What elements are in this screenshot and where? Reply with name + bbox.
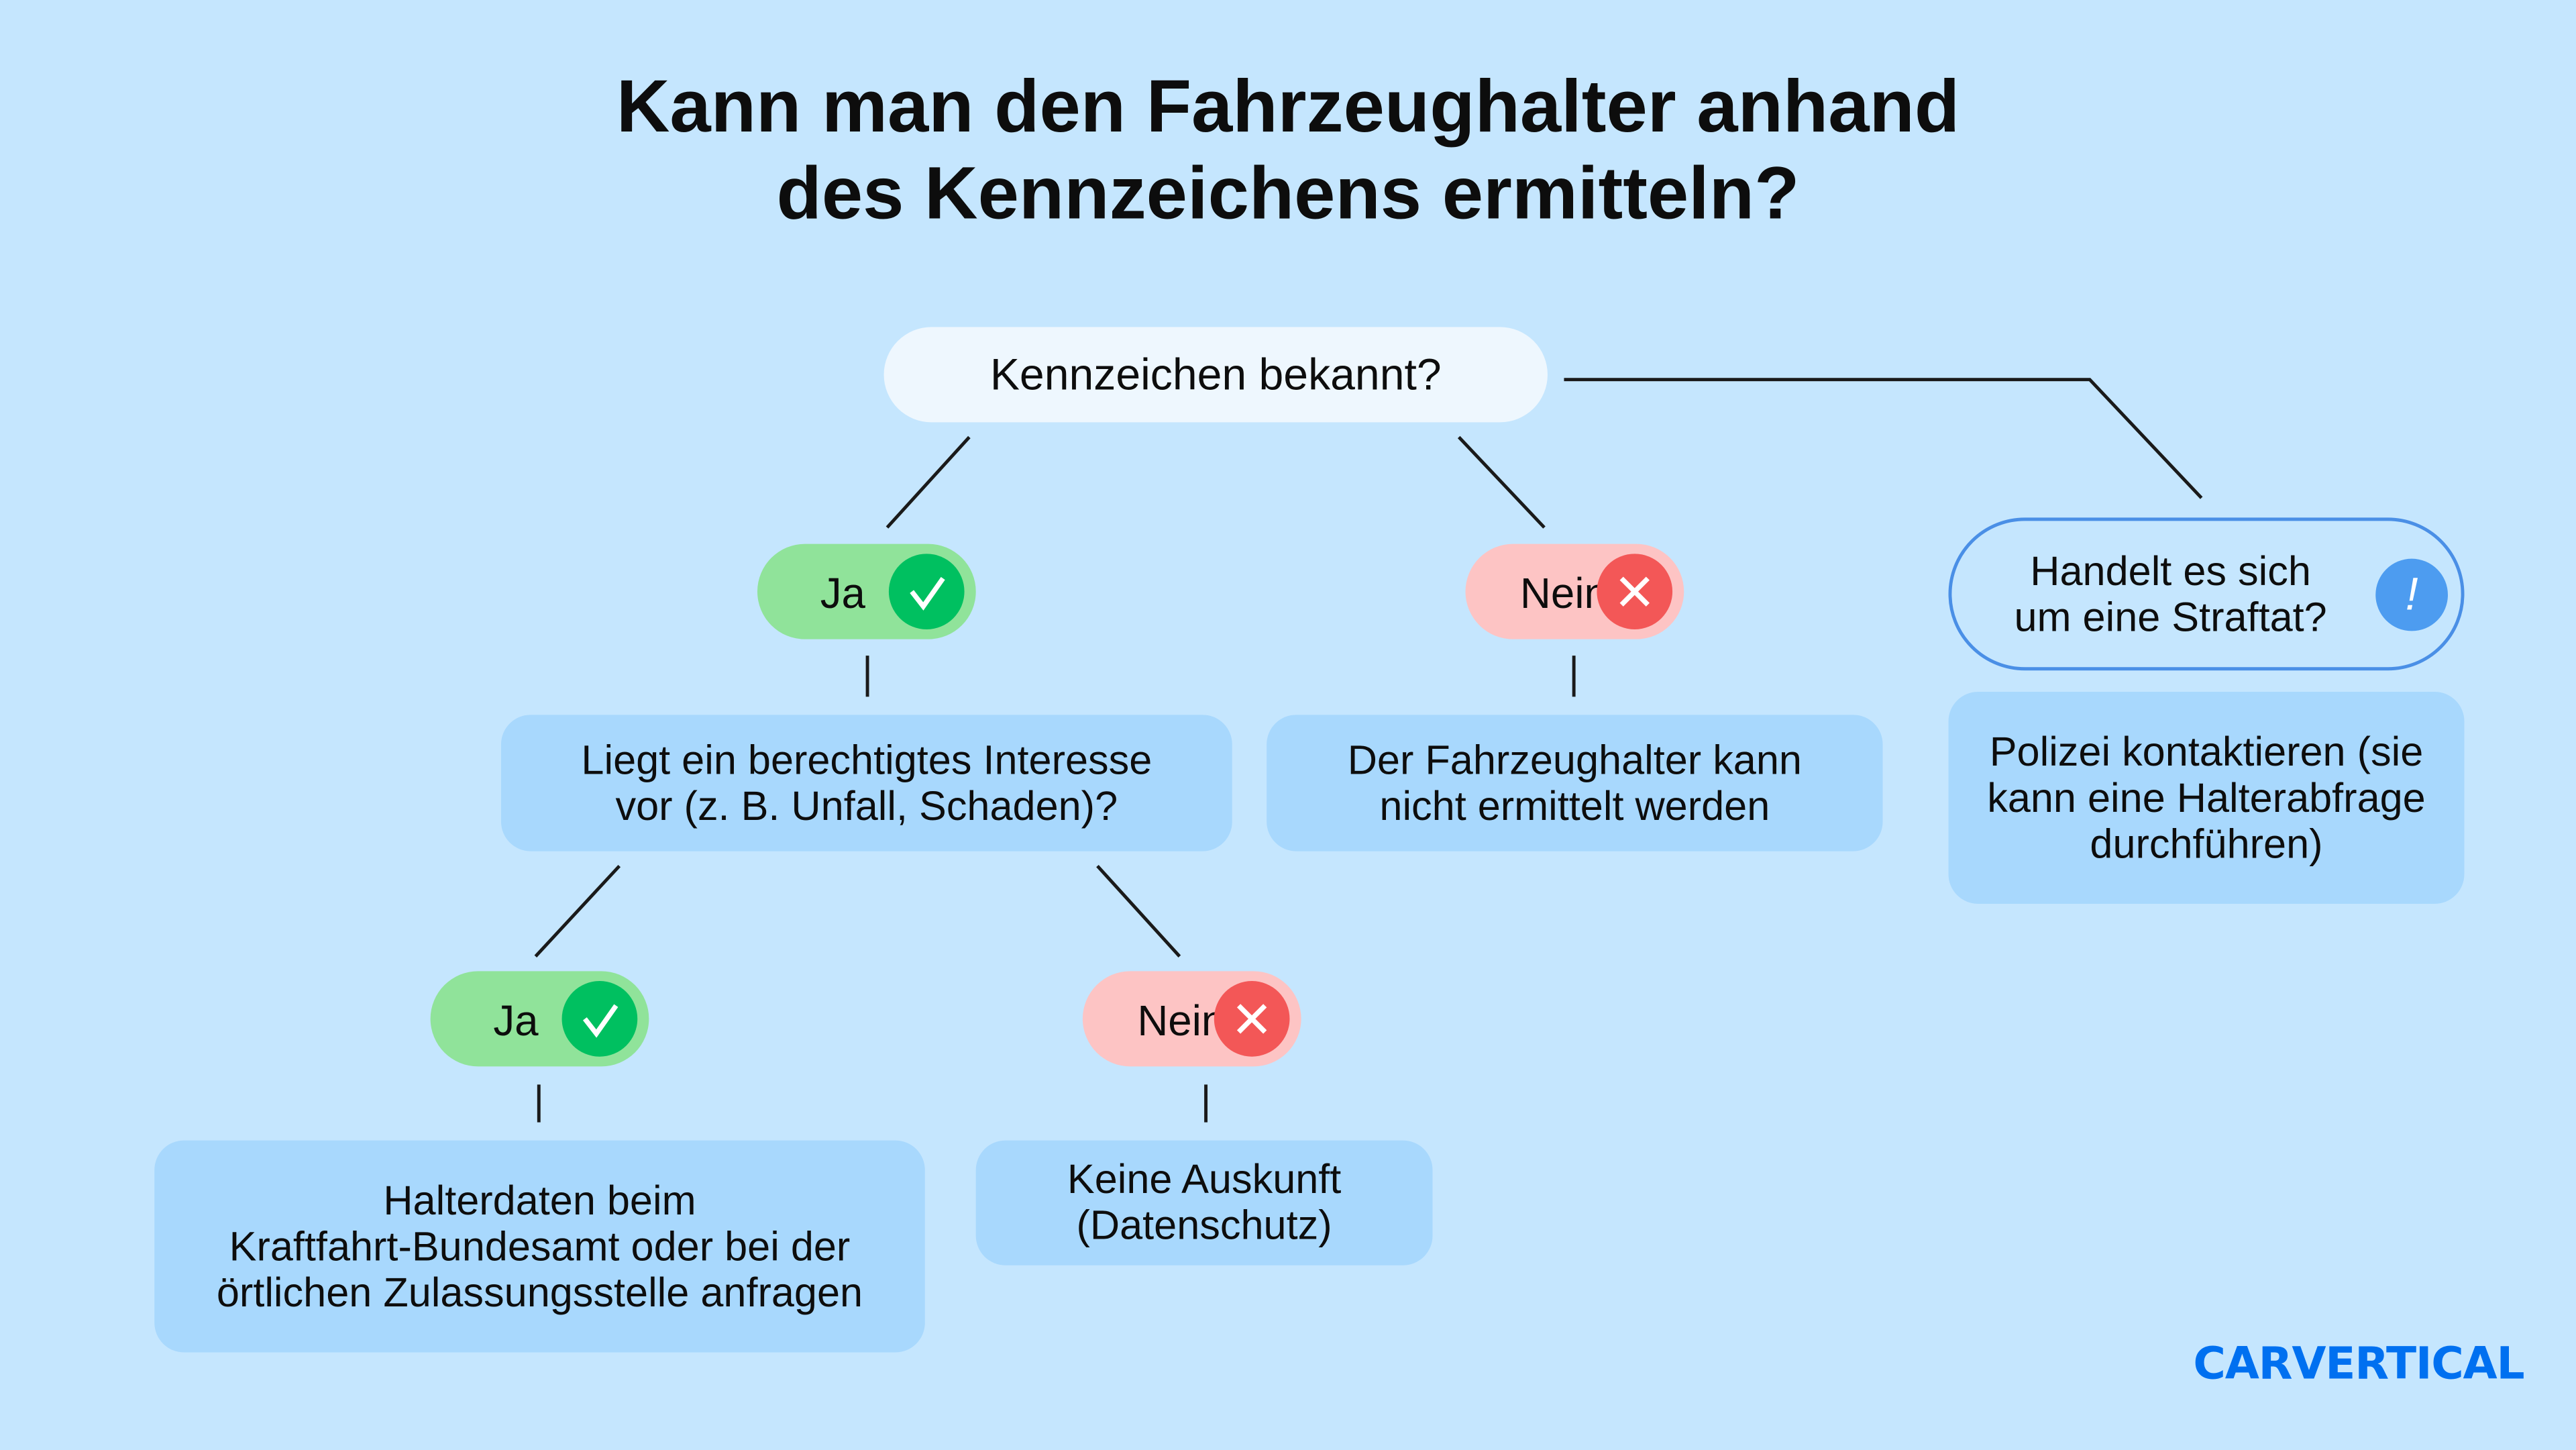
- title-line: Kann man den Fahrzeughalter anhand: [616, 64, 1960, 148]
- label: Ja: [493, 996, 539, 1045]
- node-berechtigtes-interesse: Liegt ein berechtigtes Interesse vor (z. …: [500, 715, 1232, 851]
- label: Ja: [820, 568, 865, 618]
- label: Handelt es sich um eine Straftat?: [2014, 548, 2327, 640]
- check-icon: [888, 554, 965, 629]
- node-ja: Ja: [757, 543, 976, 639]
- title-line: des Kennzeichens ermitteln?: [776, 151, 1800, 236]
- node-keine-auskunft: Keine Auskunft (Datenschutz): [975, 1140, 1433, 1265]
- node-halterdaten: Halterdaten beim Kraftfahrt-Bundesamt ode…: [154, 1140, 925, 1353]
- connector: [885, 435, 971, 529]
- connector: [1564, 378, 2203, 499]
- label: Nein: [1519, 568, 1608, 618]
- carvertical-logo: CARVERTICAL: [2193, 1339, 2524, 1390]
- node-polizei: Polizei kontaktieren (sie kann eine Halte…: [1948, 692, 2465, 904]
- close-icon: [1214, 981, 1290, 1057]
- connector: [1096, 864, 1181, 957]
- connector: [1457, 435, 1546, 529]
- check-icon: [561, 981, 638, 1057]
- node-nein: Nein: [1465, 543, 1684, 639]
- node-kennzeichen-bekannt: Kennzeichen bekannt?: [883, 327, 1548, 423]
- node-ja: Ja: [430, 971, 649, 1067]
- close-icon: [1597, 554, 1673, 629]
- label: Nein: [1137, 996, 1226, 1045]
- exclamation-icon: !: [2375, 558, 2449, 631]
- node-straftat: Handelt es sich um eine Straftat? !: [1948, 517, 2465, 671]
- title: Kann man den Fahrzeughalter anhand des K…: [0, 62, 2576, 237]
- connector: [534, 864, 621, 957]
- node-nein: Nein: [1082, 971, 1301, 1067]
- node-nicht-ermittelt: Der Fahrzeughalter kann nicht ermittelt w…: [1267, 715, 1883, 851]
